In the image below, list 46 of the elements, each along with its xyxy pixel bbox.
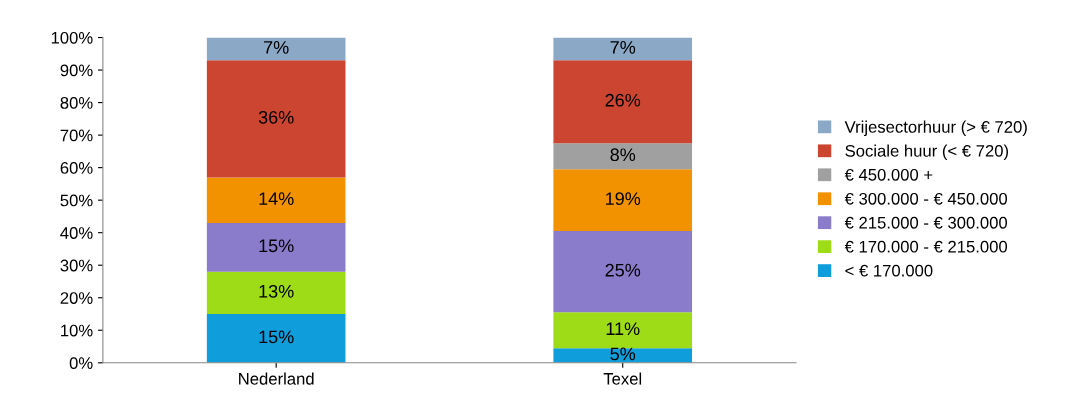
x-tick-label: Texel	[603, 372, 642, 385]
y-tick-label: 50%	[60, 194, 93, 207]
y-tick-label: 10%	[61, 324, 93, 337]
data-label: 7%	[264, 41, 289, 54]
data-label: 25%	[605, 263, 641, 277]
bar	[553, 143, 693, 170]
y-tick-label: 40%	[60, 227, 93, 239]
bar	[206, 271, 346, 314]
y-tick-label: 100%	[51, 31, 93, 44]
bar	[553, 312, 693, 349]
data-label: 14%	[259, 192, 294, 205]
bar	[206, 60, 346, 178]
legend-label: < € 170.000	[845, 264, 933, 277]
data-label: 5%	[610, 347, 636, 361]
y-tick-label: 30%	[60, 259, 93, 272]
data-label: 7%	[610, 41, 636, 54]
y-tick-label: 20%	[60, 292, 93, 304]
legend-label: € 170.000 - € 215.000	[844, 240, 1008, 253]
legend-label: Vrijesectorhuur (> € 720)	[844, 120, 1027, 137]
x-tick-label: Nederland	[239, 372, 314, 385]
bar	[553, 231, 693, 313]
legend-label: € 300.000 - € 450.000	[844, 192, 1008, 205]
data-label: 15%	[259, 330, 294, 344]
y-tick-label: 0%	[69, 357, 93, 369]
bar	[206, 222, 346, 272]
y-tick-label: 60%	[60, 162, 93, 174]
data-label: 8%	[610, 148, 636, 162]
bar	[553, 60, 693, 144]
data-label: 13%	[259, 284, 294, 298]
bar	[206, 177, 346, 223]
legend-label: € 450.000 +	[844, 168, 933, 181]
data-label: 19%	[606, 192, 641, 206]
data-label: 11%	[606, 322, 640, 336]
bar	[206, 314, 346, 363]
bar	[553, 348, 693, 363]
y-tick-label: 90%	[60, 64, 93, 77]
bar	[553, 169, 693, 232]
y-tick-label: 70%	[60, 129, 93, 142]
legend-label: Sociale huur (< € 720)	[845, 144, 1009, 161]
data-label: 15%	[259, 239, 294, 253]
legend-label: € 215.000 - € 300.000	[844, 216, 1008, 229]
y-tick-label: 80%	[60, 96, 93, 109]
bar	[206, 37, 346, 61]
data-label: 26%	[605, 93, 641, 107]
bar	[553, 37, 693, 61]
data-label: 36%	[258, 110, 294, 124]
